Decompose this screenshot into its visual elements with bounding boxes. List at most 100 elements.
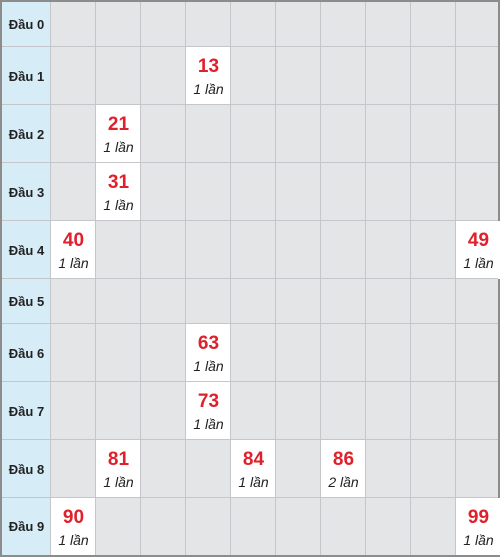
empty-cell [231, 324, 276, 382]
number-cell: 73 1 lần [186, 382, 231, 440]
empty-cell [276, 279, 321, 324]
number-cell: 40 1 lần [51, 221, 96, 279]
cell-number: 81 [107, 449, 130, 470]
empty-cell [186, 279, 231, 324]
grid-line [2, 439, 498, 440]
empty-cell [366, 47, 411, 105]
empty-cell [231, 2, 276, 47]
cell-count: 1 lần [193, 416, 224, 432]
grid-row: Đầu 1 13 1 lần [2, 47, 498, 105]
cell-count: 1 lần [193, 81, 224, 97]
cell-number: 13 [197, 56, 220, 77]
grid-line [2, 497, 498, 498]
empty-cell [186, 221, 231, 279]
cell-count: 1 lần [58, 532, 89, 548]
empty-cell [456, 105, 500, 163]
empty-cell [411, 2, 456, 47]
empty-cell [321, 47, 366, 105]
empty-cell [141, 498, 186, 555]
grid-line [2, 323, 498, 324]
cell-count: 1 lần [58, 255, 89, 271]
cell-count: 1 lần [103, 139, 134, 155]
empty-cell [141, 279, 186, 324]
cell-count: 2 lần [328, 474, 359, 490]
empty-cell [186, 105, 231, 163]
empty-cell [411, 163, 456, 221]
empty-cell [231, 279, 276, 324]
grid-row: Đầu 2 21 1 lần [2, 105, 498, 163]
empty-cell [366, 221, 411, 279]
empty-cell [411, 440, 456, 498]
empty-cell [51, 163, 96, 221]
row-head-label: Đầu 7 [2, 382, 51, 440]
empty-cell [186, 440, 231, 498]
empty-cell [366, 279, 411, 324]
empty-cell [231, 382, 276, 440]
empty-cell [411, 105, 456, 163]
cell-number: 31 [107, 172, 130, 193]
empty-cell [411, 47, 456, 105]
empty-cell [96, 279, 141, 324]
empty-cell [411, 382, 456, 440]
empty-cell [366, 324, 411, 382]
empty-cell [96, 498, 141, 555]
grid-line [2, 46, 498, 47]
empty-cell [141, 324, 186, 382]
empty-cell [141, 105, 186, 163]
empty-cell [276, 440, 321, 498]
empty-cell [96, 221, 141, 279]
empty-cell [411, 498, 456, 555]
number-cell: 90 1 lần [51, 498, 96, 555]
empty-cell [231, 163, 276, 221]
row-head-label: Đầu 8 [2, 440, 51, 498]
grid-row: Đầu 9 90 1 lần 99 1 lần [2, 498, 500, 555]
empty-cell [276, 47, 321, 105]
empty-cell [321, 279, 366, 324]
number-cell: 81 1 lần [96, 440, 141, 498]
empty-cell [51, 279, 96, 324]
cell-number: 63 [197, 333, 220, 354]
grid-row: Đầu 0 [2, 2, 498, 47]
empty-cell [456, 324, 500, 382]
empty-cell [51, 2, 96, 47]
grid-line [2, 220, 498, 221]
empty-cell [231, 498, 276, 555]
grid-line [2, 278, 498, 279]
grid-row: Đầu 6 63 1 lần [2, 324, 498, 382]
empty-cell [456, 163, 500, 221]
grid-row: Đầu 7 73 1 lần [2, 382, 498, 440]
row-head-label: Đầu 1 [2, 47, 51, 105]
empty-cell [456, 279, 500, 324]
row-head-label: Đầu 6 [2, 324, 51, 382]
empty-cell [141, 163, 186, 221]
empty-cell [96, 2, 141, 47]
row-head-label: Đầu 5 [2, 279, 51, 324]
empty-cell [276, 2, 321, 47]
empty-cell [96, 382, 141, 440]
empty-cell [456, 440, 500, 498]
empty-cell [321, 2, 366, 47]
grid-row: Đầu 3 31 1 lần [2, 163, 498, 221]
empty-cell [51, 105, 96, 163]
empty-cell [141, 382, 186, 440]
cell-number: 84 [242, 449, 265, 470]
empty-cell [276, 105, 321, 163]
empty-cell [321, 324, 366, 382]
empty-cell [186, 163, 231, 221]
cell-count: 1 lần [238, 474, 269, 490]
empty-cell [321, 105, 366, 163]
number-cell: 31 1 lần [96, 163, 141, 221]
empty-cell [366, 382, 411, 440]
empty-cell [51, 440, 96, 498]
row-head-label: Đầu 4 [2, 221, 51, 279]
grid-row: Đầu 8 81 1 lần 84 1 lần 86 2 lần [2, 440, 498, 498]
grid-line [2, 162, 498, 163]
number-cell: 13 1 lần [186, 47, 231, 105]
grid-line [2, 104, 498, 105]
number-cell: 84 1 lần [231, 440, 276, 498]
empty-cell [141, 2, 186, 47]
grid-row: Đầu 5 [2, 279, 498, 324]
row-head-label: Đầu 9 [2, 498, 51, 555]
empty-cell [456, 2, 500, 47]
